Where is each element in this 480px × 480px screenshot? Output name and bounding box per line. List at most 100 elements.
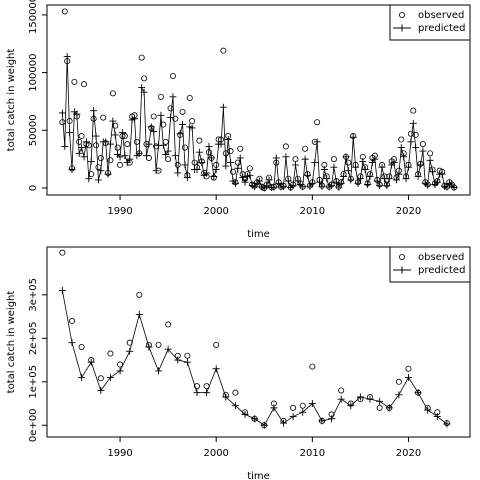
observed-point <box>302 145 309 152</box>
predicted-point <box>373 177 381 185</box>
predicted-point <box>397 144 405 152</box>
predicted-point <box>224 136 232 144</box>
predicted-point <box>414 172 422 180</box>
predicted-point <box>385 175 393 183</box>
predicted-point <box>328 415 336 423</box>
predicted-point <box>392 176 400 184</box>
predicted-point <box>94 176 102 184</box>
predicted-point <box>344 167 352 175</box>
predicted-point <box>270 404 278 412</box>
predicted-point <box>342 153 350 161</box>
predicted-point <box>157 111 165 119</box>
predicted-point <box>316 178 324 186</box>
observed-point <box>81 81 88 88</box>
predicted-point <box>402 175 410 183</box>
predicted-point <box>366 172 374 180</box>
predicted-point <box>279 182 287 190</box>
predicted-point <box>87 358 95 366</box>
observed-point <box>61 8 68 15</box>
observed-point <box>155 341 162 348</box>
predicted-point <box>193 166 201 174</box>
predicted-point <box>299 183 307 191</box>
predicted-point <box>145 140 153 148</box>
predicted-point <box>241 410 249 418</box>
predicted-point <box>352 163 360 171</box>
predicted-point <box>212 365 220 373</box>
observed-point <box>172 115 179 122</box>
legend-marker <box>398 266 406 274</box>
predicted-point <box>289 182 297 190</box>
predicted-point <box>167 114 175 122</box>
predicted-point <box>97 386 105 394</box>
predicted-point <box>347 176 355 184</box>
predicted-point <box>97 167 105 175</box>
predicted-point <box>150 127 158 135</box>
observed-point <box>193 383 200 390</box>
observed-point <box>141 75 148 82</box>
predicted-point <box>356 175 364 183</box>
y-tick-label: 3e+05 <box>28 278 39 312</box>
predicted-point <box>335 183 343 191</box>
observed-point <box>133 138 140 145</box>
predicted-point <box>171 152 179 160</box>
predicted-point <box>260 421 268 429</box>
predicted-point <box>102 138 110 146</box>
observed-point <box>345 159 352 166</box>
predicted-point <box>183 174 191 182</box>
predicted-point <box>376 397 384 405</box>
predicted-point <box>304 171 312 179</box>
observed-point <box>95 164 102 171</box>
predicted-point <box>174 356 182 364</box>
predicted-point <box>376 182 384 190</box>
legend-box <box>389 246 471 283</box>
predicted-point <box>328 182 336 190</box>
predicted-point <box>289 413 297 421</box>
legend-marker <box>398 253 405 260</box>
predicted-point <box>231 402 239 410</box>
predicted-point <box>308 400 316 408</box>
predicted-point <box>159 141 167 149</box>
predicted-point <box>78 373 86 381</box>
observed-point <box>71 78 78 85</box>
predicted-point <box>356 393 364 401</box>
observed-point <box>407 130 414 137</box>
observed-point <box>299 402 306 409</box>
x-axis-label: time <box>247 471 270 480</box>
observed-point <box>157 93 164 100</box>
observed-point <box>405 365 412 372</box>
observed-point <box>109 90 116 97</box>
observed-point <box>213 341 220 348</box>
y-tick-label: 150000 <box>28 0 39 34</box>
y-tick-label: 2e+05 <box>28 321 39 355</box>
y-tick-label: 1e+05 <box>28 365 39 399</box>
legend-box <box>389 4 471 41</box>
legend-marker <box>398 24 406 32</box>
predicted-point <box>239 174 247 182</box>
predicted-point <box>73 110 81 118</box>
predicted-point <box>347 402 355 410</box>
predicted-point <box>222 393 230 401</box>
y-tick-label: 100000 <box>28 54 39 92</box>
predicted-point <box>111 131 119 139</box>
y-tick-label: 0 <box>28 185 39 191</box>
observed-point <box>427 150 434 157</box>
predicted-point <box>246 171 254 179</box>
predicted-point <box>349 133 357 141</box>
observed-point <box>419 141 426 148</box>
x-tick-label: 1990 <box>107 448 132 459</box>
predicted-point <box>87 157 95 165</box>
legend-label: predicted <box>418 265 465 276</box>
predicted-point <box>195 148 203 156</box>
x-tick-label: 2010 <box>300 448 325 459</box>
observed-point <box>167 105 174 112</box>
predicted-point <box>82 138 90 146</box>
observed-point <box>227 148 234 155</box>
observed-point <box>290 404 297 411</box>
observed-point <box>282 143 289 150</box>
observed-point <box>100 114 107 121</box>
predicted-point <box>183 358 191 366</box>
predicted-point <box>340 172 348 180</box>
x-tick-label: 2020 <box>396 206 421 217</box>
legend-label: observed <box>418 252 464 263</box>
predicted-point <box>409 119 417 127</box>
